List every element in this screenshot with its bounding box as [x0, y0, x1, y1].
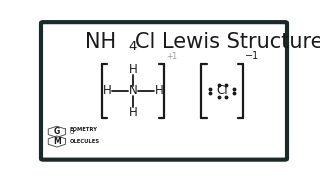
Text: EOMETRY: EOMETRY: [70, 127, 98, 132]
Text: Cl: Cl: [216, 84, 228, 97]
Text: N: N: [129, 84, 137, 97]
Text: H: H: [155, 84, 164, 97]
Text: H: H: [129, 63, 137, 76]
Text: M: M: [53, 137, 61, 146]
Text: H: H: [103, 84, 111, 97]
Text: OF: OF: [70, 130, 76, 135]
Text: H: H: [129, 106, 137, 119]
Text: G: G: [54, 127, 60, 136]
Text: Cl Lewis Structure: Cl Lewis Structure: [135, 32, 320, 52]
Text: NH: NH: [84, 32, 116, 52]
Text: OLECULES: OLECULES: [70, 139, 100, 144]
Text: +1: +1: [166, 52, 177, 61]
Text: 4: 4: [128, 40, 136, 53]
Text: −1: −1: [245, 51, 260, 61]
